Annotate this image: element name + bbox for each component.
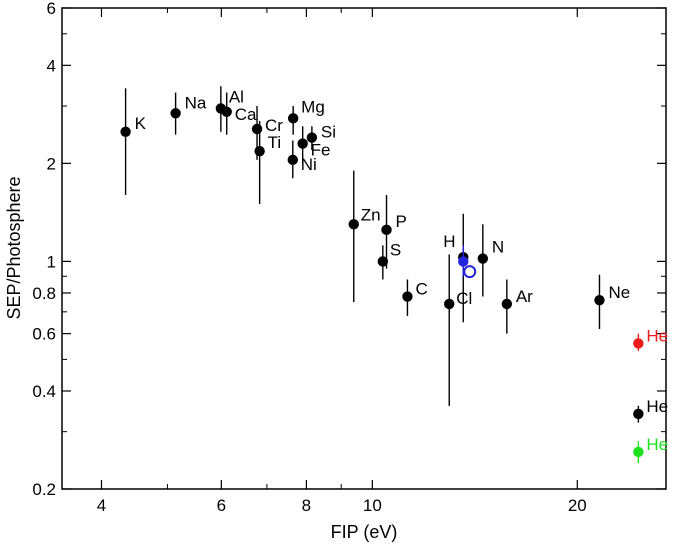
point-label: Cl	[456, 289, 472, 308]
data-point	[306, 132, 318, 143]
data-point	[633, 446, 644, 458]
x-tick-label: 6	[217, 496, 226, 515]
data-point	[501, 298, 513, 310]
y-tick-label: 0.2	[32, 480, 56, 499]
data-point	[170, 108, 181, 119]
point-label: He	[646, 435, 668, 454]
point-label: Na	[185, 93, 207, 112]
data-point	[477, 253, 489, 264]
point-label: Ne	[608, 283, 630, 302]
point-label: S	[390, 240, 401, 259]
y-tick-label: 6	[47, 0, 56, 18]
data-point	[444, 298, 455, 310]
data-point	[348, 219, 359, 230]
data-point	[381, 224, 392, 236]
point-label: He	[646, 397, 668, 416]
y-tick-label: 4	[47, 56, 56, 75]
data-point-open	[463, 265, 477, 279]
plot-frame	[61, 7, 667, 490]
data-point	[633, 408, 644, 420]
y-axis-title: SEP/Photosphere	[4, 176, 24, 319]
data-point	[458, 256, 469, 267]
data-point	[221, 106, 232, 117]
data-point	[120, 126, 131, 138]
point-label: P	[396, 212, 407, 231]
y-tick-label: 0.4	[32, 382, 56, 401]
x-axis-title: FIP (eV)	[331, 522, 398, 542]
x-tick-label: 10	[363, 496, 382, 515]
data-point	[377, 256, 389, 267]
point-label: Al	[229, 87, 244, 106]
point-label: Zn	[361, 205, 381, 224]
point-label: Ca	[235, 105, 257, 124]
data-point	[254, 145, 265, 157]
point-label: N	[492, 238, 504, 257]
tick-marks	[62, 7, 666, 490]
y-tick-label: 0.8	[32, 284, 56, 303]
data-point	[287, 113, 299, 124]
data-point	[251, 123, 263, 135]
data-point	[287, 154, 298, 166]
point-label: Si	[321, 123, 336, 142]
data-point	[594, 295, 605, 306]
data-point	[633, 338, 644, 349]
y-tick-label: 1	[47, 252, 56, 271]
point-label: Ni	[301, 155, 317, 174]
point-label: Cr	[265, 116, 283, 135]
point-label: He	[646, 326, 668, 345]
point-label: Mg	[301, 97, 325, 116]
point-label: Ar	[516, 287, 533, 306]
point-label: H	[443, 232, 455, 251]
point-label: Fe	[311, 141, 331, 160]
data-point	[297, 138, 308, 149]
point-label: Ti	[268, 133, 282, 152]
y-tick-label: 2	[47, 154, 56, 173]
x-tick-label: 4	[97, 496, 106, 515]
x-tick-label: 8	[302, 496, 311, 515]
tick-labels: 4 6 8 10 20 0.2 0.4 0.6 0.8 1 2 4 6	[32, 0, 586, 515]
y-tick-label: 0.6	[32, 325, 56, 344]
point-label: C	[415, 280, 427, 299]
x-tick-label: 20	[568, 496, 587, 515]
data-point	[402, 291, 413, 302]
point-label: K	[135, 114, 147, 133]
